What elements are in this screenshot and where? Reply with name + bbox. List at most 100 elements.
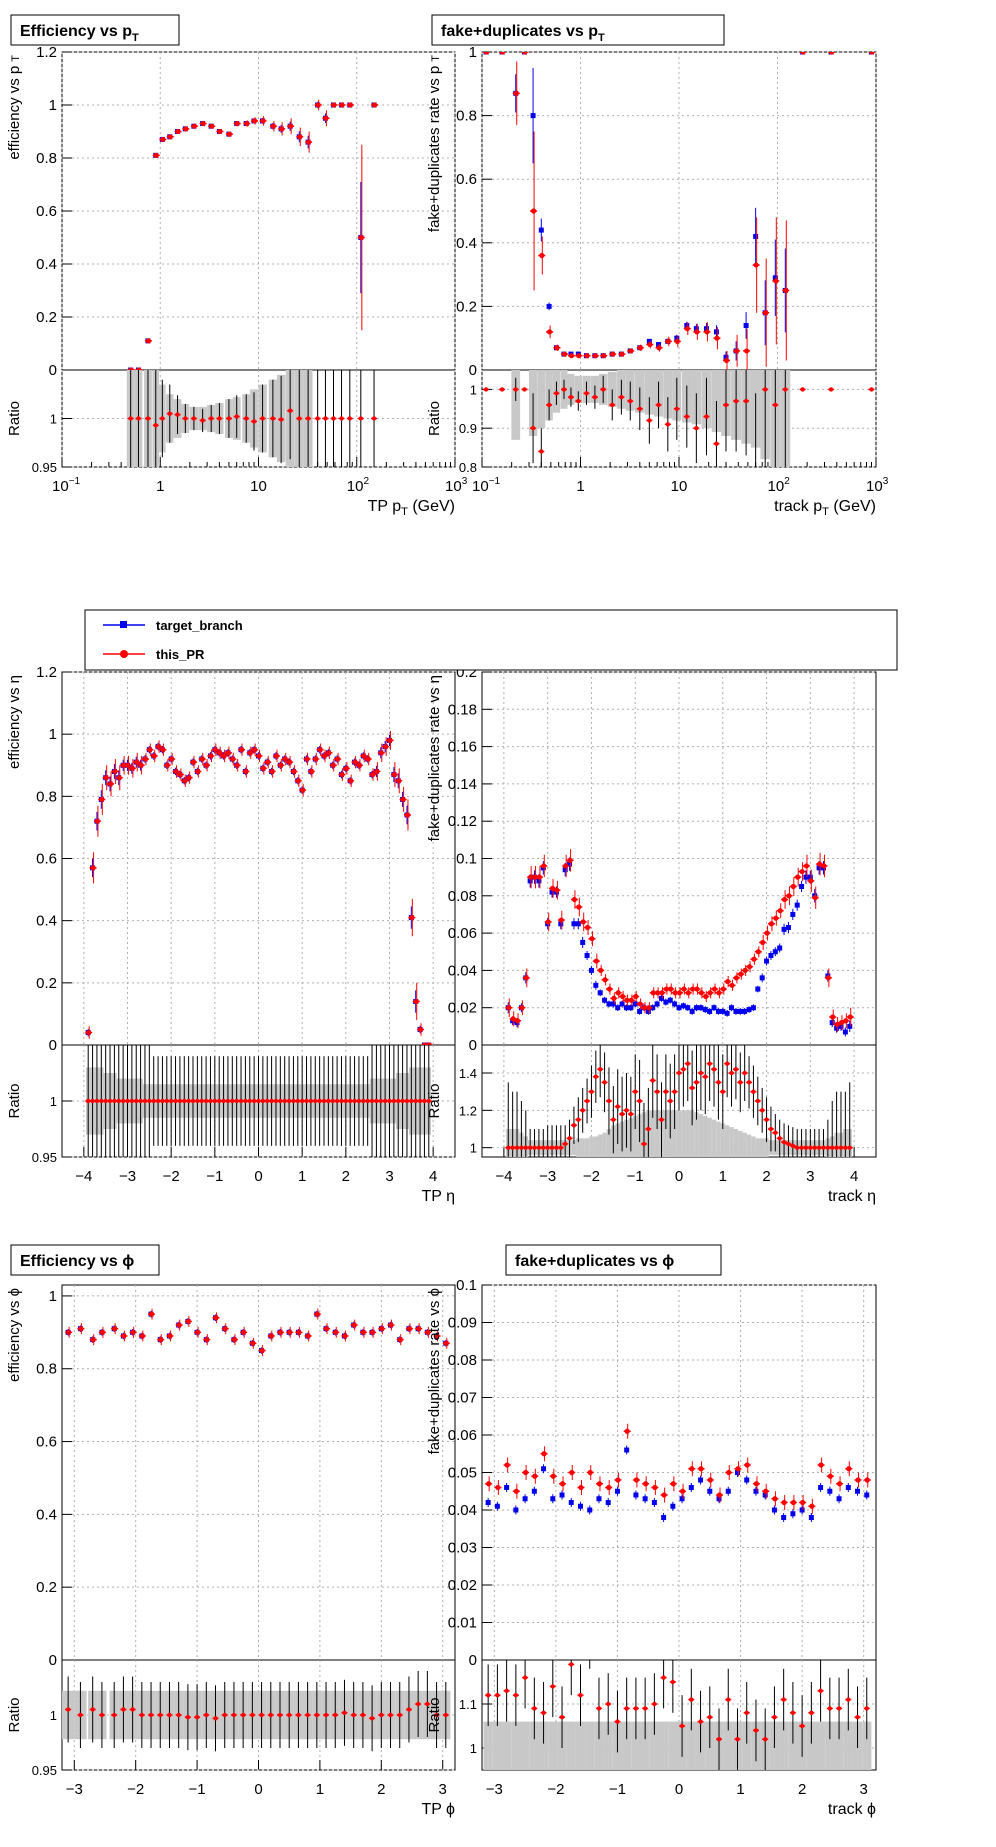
x-tick-label: 1 xyxy=(156,478,164,495)
target-point xyxy=(632,1001,638,1007)
ratio-band xyxy=(676,1110,682,1157)
ratio-point xyxy=(809,1710,814,1716)
ratio-band xyxy=(755,1138,760,1157)
ratio-point xyxy=(240,1712,246,1718)
ratio-band xyxy=(574,375,582,403)
y-tick-label: 0.02 xyxy=(448,1577,477,1594)
target-point xyxy=(772,275,778,281)
ratio-point xyxy=(173,1098,178,1104)
ratio-point xyxy=(606,1701,611,1707)
pr-point xyxy=(596,1481,603,1487)
x-tick-label-exp: −1 xyxy=(69,476,81,487)
ratio-point xyxy=(273,1098,279,1104)
pr-point xyxy=(800,52,806,55)
ratio-point xyxy=(536,1145,542,1150)
pr-point xyxy=(112,1326,118,1332)
pr-point xyxy=(744,348,750,354)
target-point xyxy=(807,874,813,880)
pr-point xyxy=(763,310,769,316)
ratio-point xyxy=(720,1089,725,1094)
ratio-point xyxy=(304,1098,309,1104)
ratio-series xyxy=(483,370,875,467)
ratio-point xyxy=(790,1710,796,1716)
pr-point xyxy=(751,956,757,962)
ratio-point xyxy=(670,1679,676,1685)
y-tick-label: 0.4 xyxy=(36,256,57,273)
target-point xyxy=(753,233,759,239)
ratio-point xyxy=(268,1712,273,1718)
target-point xyxy=(578,1503,583,1509)
ratio-y-tick-label: 1 xyxy=(470,382,477,397)
pr-point xyxy=(643,1481,649,1487)
x-axis-label-sub: T xyxy=(401,506,408,518)
pr-point xyxy=(735,1466,741,1472)
ratio-point xyxy=(260,416,265,421)
target-point xyxy=(743,322,749,328)
ratio-series xyxy=(126,370,378,467)
ratio-point xyxy=(628,398,633,404)
y-tick-label: 0 xyxy=(49,362,57,379)
ratio-point xyxy=(799,1145,804,1150)
pr-point xyxy=(213,1315,219,1321)
pr-point xyxy=(652,1484,658,1491)
target-point xyxy=(808,1515,814,1520)
pr-point xyxy=(689,1466,695,1472)
y-axis-label: fake+duplicates rate vs ϕ xyxy=(426,1288,443,1454)
pr-point xyxy=(606,1484,612,1491)
target-point xyxy=(703,326,709,332)
y-tick-label: 0.07 xyxy=(448,1390,477,1407)
pr-point xyxy=(151,753,157,759)
ratio-axis-label: Ratio xyxy=(426,1697,443,1732)
ratio-series xyxy=(505,1045,853,1157)
ratio-point xyxy=(733,1067,739,1072)
ratio-point xyxy=(321,1098,327,1104)
ratio-point xyxy=(199,1098,204,1104)
pr-point xyxy=(297,134,303,140)
ratio-band xyxy=(703,1115,708,1157)
ratio-y-tick-label: 0.8 xyxy=(459,460,477,475)
ratio-point xyxy=(194,1715,200,1720)
ratio-point xyxy=(716,1737,722,1742)
pr-point xyxy=(244,120,250,127)
ratio-point xyxy=(204,1712,209,1718)
ratio-point xyxy=(400,1098,405,1104)
ratio-point xyxy=(244,416,249,421)
pr-point xyxy=(256,753,262,759)
x-tick-label: 1 xyxy=(719,1168,727,1185)
pr-point xyxy=(308,768,314,775)
pr-point xyxy=(182,778,188,784)
ratio-point xyxy=(598,1067,603,1072)
pr-point xyxy=(746,964,753,970)
target-point xyxy=(794,902,800,908)
pr-point xyxy=(729,982,735,988)
ratio-point xyxy=(773,1130,778,1135)
ratio-y-tick-label: 1 xyxy=(50,1094,57,1109)
target-point xyxy=(623,1005,629,1011)
pr-point xyxy=(554,345,560,351)
ratio-point xyxy=(663,1089,669,1094)
pr-point xyxy=(790,1499,796,1506)
pr-point xyxy=(541,1451,547,1457)
ratio-band xyxy=(654,1110,660,1157)
ratio-point xyxy=(164,1098,169,1104)
x-tick-label: 1 xyxy=(316,1781,324,1798)
y-tick-label: 0.06 xyxy=(448,1427,477,1444)
y-tick-label: 0.04 xyxy=(448,1502,477,1519)
target-point xyxy=(646,338,652,344)
ratio-point xyxy=(208,1098,213,1104)
target-point xyxy=(685,1005,691,1011)
ratio-band xyxy=(492,1721,503,1770)
ratio-point xyxy=(191,416,197,421)
y-tick-label: 0.4 xyxy=(36,1506,57,1523)
pr-point xyxy=(825,975,831,981)
ratio-point xyxy=(654,1089,660,1094)
pr-point xyxy=(370,1329,376,1335)
ratio-point xyxy=(523,1145,528,1150)
pr-point xyxy=(291,768,297,775)
ratio-point xyxy=(738,1080,743,1085)
y-tick-label: 0.1 xyxy=(456,851,477,868)
x-tick-label: 102 xyxy=(768,476,791,495)
pr-point xyxy=(259,1347,265,1354)
pr-point xyxy=(90,1337,96,1343)
target-point xyxy=(716,1496,722,1502)
